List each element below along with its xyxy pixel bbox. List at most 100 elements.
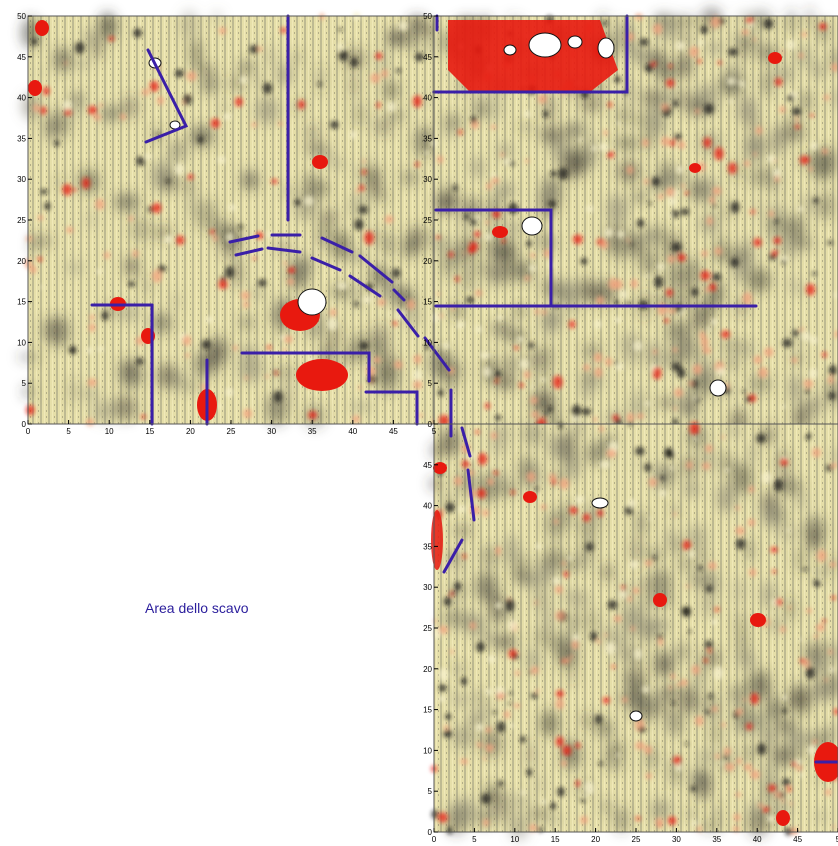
texture-dark <box>534 586 550 612</box>
texture-dark <box>233 257 242 288</box>
texture-spot <box>809 367 818 380</box>
texture-spot <box>642 138 649 147</box>
texture-spot <box>330 120 339 129</box>
texture-dark <box>748 374 772 394</box>
texture-dark <box>690 178 704 202</box>
texture-spot <box>686 461 693 470</box>
texture-dark <box>317 213 335 239</box>
texture-dark <box>476 631 497 642</box>
texture-dark <box>669 278 677 308</box>
texture-spot <box>700 336 709 348</box>
texture-dark <box>632 45 653 67</box>
texture-dark <box>567 668 576 686</box>
texture-spot <box>583 513 591 522</box>
texture-spot <box>508 619 517 631</box>
x-tick-label: 15 <box>551 835 560 844</box>
texture-dark <box>383 81 399 100</box>
texture-spot <box>355 188 360 194</box>
texture-spot <box>490 124 497 130</box>
texture-spot <box>466 296 475 304</box>
texture-spot <box>712 203 717 207</box>
texture-spot <box>684 742 689 746</box>
texture-spot <box>766 815 776 823</box>
texture-dark <box>442 180 454 193</box>
texture-spot <box>705 584 713 593</box>
texture-dark <box>624 665 646 692</box>
texture-spot <box>62 100 72 111</box>
texture-dark <box>546 510 566 539</box>
y-tick-label: 5 <box>22 379 27 388</box>
texture-spot <box>265 374 269 379</box>
texture-dark <box>694 769 711 800</box>
texture-spot <box>677 253 686 262</box>
texture-spot <box>674 450 678 454</box>
texture-dark <box>685 810 695 819</box>
texture-dark <box>353 102 366 128</box>
texture-spot <box>719 761 723 766</box>
texture-dark <box>806 6 814 29</box>
y-tick-label: 15 <box>423 706 432 715</box>
texture-dark <box>539 710 560 737</box>
texture-spot <box>668 307 675 315</box>
texture-spot <box>186 71 197 82</box>
texture-dark <box>129 217 151 243</box>
y-tick-label: 30 <box>17 175 26 184</box>
y-tick-label: 25 <box>17 216 26 225</box>
texture-spot <box>294 199 301 206</box>
texture-dark <box>745 137 765 163</box>
y-tick-label: 45 <box>17 53 26 62</box>
texture-spot <box>742 698 747 702</box>
texture-dark <box>575 520 599 532</box>
texture-spot <box>763 347 774 358</box>
texture-spot <box>728 98 733 104</box>
texture-dark <box>432 236 452 252</box>
texture-dark <box>579 95 603 113</box>
texture-spot <box>475 214 481 221</box>
texture-spot <box>436 235 440 239</box>
texture-dark <box>699 706 723 718</box>
texture-dark <box>754 198 763 221</box>
texture-spot <box>464 213 469 220</box>
texture-spot <box>37 214 44 221</box>
texture-spot <box>717 60 722 65</box>
texture-spot <box>233 345 238 351</box>
texture-dark <box>471 91 486 102</box>
texture-spot <box>387 312 391 316</box>
texture-spot <box>680 679 688 687</box>
texture-spot <box>665 187 676 197</box>
texture-dark <box>676 51 692 79</box>
texture-spot <box>338 27 343 32</box>
texture-spot <box>736 757 742 765</box>
texture-dark <box>539 557 560 568</box>
texture-spot <box>691 665 700 675</box>
texture-dark <box>303 171 319 204</box>
texture-dark <box>693 345 706 362</box>
texture-spot <box>810 335 818 345</box>
texture-spot <box>806 283 816 296</box>
texture-dark <box>656 687 663 707</box>
y-tick-label: 15 <box>17 298 26 307</box>
texture-dark <box>407 15 428 38</box>
y-tick-label: 10 <box>17 338 26 347</box>
texture-spot <box>490 431 497 440</box>
texture-dark <box>453 524 472 538</box>
texture-spot <box>782 694 788 701</box>
texture-spot <box>485 402 490 410</box>
texture-spot <box>64 108 72 116</box>
texture-spot <box>66 226 74 234</box>
texture-dark <box>828 145 836 173</box>
texture-spot <box>439 313 443 319</box>
texture-spot <box>508 202 519 215</box>
y-tick-label: 30 <box>423 175 432 184</box>
texture-spot <box>297 99 305 110</box>
texture-spot <box>703 103 714 115</box>
texture-spot <box>283 260 288 266</box>
texture-spot <box>767 154 776 163</box>
texture-spot <box>455 276 460 282</box>
y-tick-label: 45 <box>423 53 432 62</box>
texture-spot <box>701 250 708 257</box>
texture-spot <box>287 277 295 286</box>
texture-dark <box>455 549 464 580</box>
texture-spot <box>234 97 243 107</box>
texture-spot <box>350 57 359 68</box>
